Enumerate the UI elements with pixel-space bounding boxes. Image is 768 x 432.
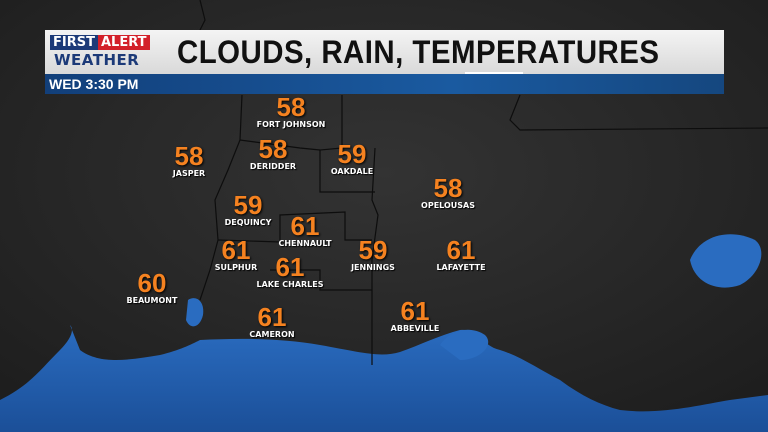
city-dequincy: 59 DEQUINCY bbox=[225, 192, 272, 228]
coastal-bay bbox=[440, 329, 489, 360]
logo-weather: WEATHER bbox=[54, 51, 140, 69]
parish-borders bbox=[199, 0, 768, 365]
temperature: 60 bbox=[137, 268, 167, 298]
city-name: OPELOUSAS bbox=[421, 201, 475, 210]
city-name: JASPER bbox=[172, 169, 206, 178]
city-name: BEAUMONT bbox=[126, 296, 178, 305]
temperature: 61 bbox=[257, 302, 287, 332]
temperature: 59 bbox=[337, 139, 367, 169]
city-lafayette: 61 LAFAYETTE bbox=[436, 237, 485, 273]
temperature: 61 bbox=[400, 296, 430, 326]
temperature: 59 bbox=[358, 235, 388, 265]
temperature: 59 bbox=[233, 190, 263, 220]
city-name: JENNINGS bbox=[351, 263, 395, 272]
temperature: 58 bbox=[433, 173, 463, 203]
city-name: SULPHUR bbox=[214, 263, 258, 272]
city-sulphur: 61 SULPHUR bbox=[215, 237, 258, 273]
city-cameron: 61 CAMERON bbox=[249, 304, 294, 340]
temperature: 61 bbox=[446, 235, 476, 265]
city-chennault: 61 CHENNAULT bbox=[278, 213, 331, 249]
temperature: 61 bbox=[290, 211, 320, 241]
gulf-of-mexico bbox=[0, 325, 768, 432]
title-accent-line bbox=[465, 72, 523, 74]
logo-alert: ALERT bbox=[97, 35, 150, 50]
city-lake-charles: 61 LAKE CHARLES bbox=[257, 254, 324, 290]
logo-first: FIRST bbox=[50, 35, 98, 50]
time-bar bbox=[45, 74, 724, 94]
city-opelousas: 58 OPELOUSAS bbox=[421, 175, 475, 211]
temperature: 58 bbox=[174, 141, 204, 171]
title-bar bbox=[45, 30, 724, 74]
city-jasper: 58 JASPER bbox=[173, 143, 205, 179]
city-name: DERIDDER bbox=[249, 162, 297, 171]
city-name: DEQUINCY bbox=[224, 218, 272, 227]
page-title: CLOUDS, RAIN, TEMPERATURES bbox=[177, 34, 660, 70]
title-banner: FIRST ALERT WEATHER CLOUDS, RAIN, TEMPER… bbox=[45, 30, 724, 94]
lake bbox=[690, 234, 762, 288]
city-name: CHENNAULT bbox=[278, 239, 332, 248]
first-alert-weather-logo: FIRST ALERT WEATHER bbox=[50, 35, 168, 69]
city-jennings: 59 JENNINGS bbox=[351, 237, 395, 273]
city-beaumont: 60 BEAUMONT bbox=[127, 270, 178, 306]
city-deridder: 58 DERIDDER bbox=[250, 136, 296, 172]
city-name: OAKDALE bbox=[330, 167, 374, 176]
forecast-time: WED 3:30 PM bbox=[49, 76, 139, 92]
temperature: 61 bbox=[275, 252, 305, 282]
temperature: 58 bbox=[276, 92, 306, 122]
temperature: 61 bbox=[221, 235, 251, 265]
city-name: FORT JOHNSON bbox=[256, 120, 326, 129]
sabine-lake bbox=[186, 298, 204, 327]
city-fort-johnson: 58 FORT JOHNSON bbox=[257, 94, 326, 130]
city-oakdale: 59 OAKDALE bbox=[331, 141, 373, 177]
city-name: ABBEVILLE bbox=[390, 324, 440, 333]
city-name: LAFAYETTE bbox=[436, 263, 486, 272]
temperature: 58 bbox=[258, 134, 288, 164]
city-name: LAKE CHARLES bbox=[256, 280, 324, 289]
city-name: CAMERON bbox=[249, 330, 295, 339]
city-abbeville: 61 ABBEVILLE bbox=[391, 298, 440, 334]
